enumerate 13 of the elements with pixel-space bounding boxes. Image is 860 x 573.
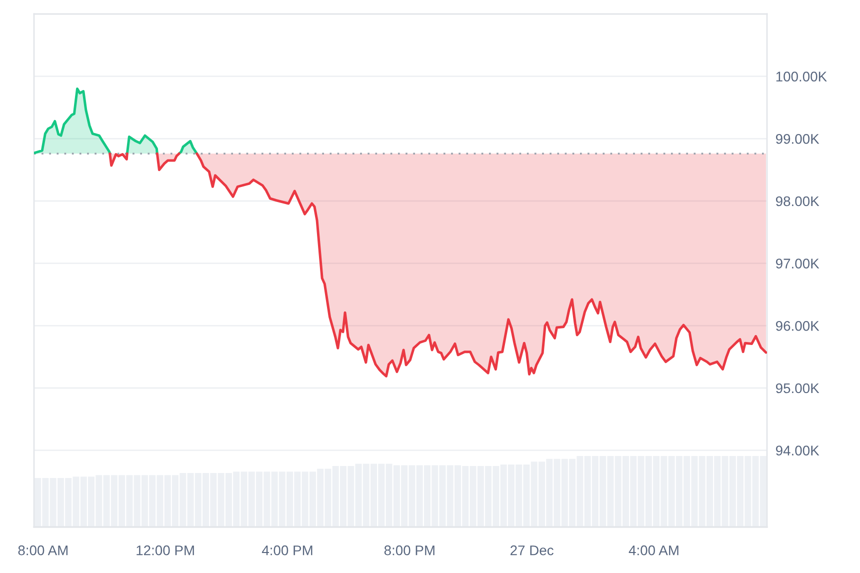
y-tick-label: 97.00K xyxy=(776,258,820,268)
y-tick-label: 100.00K xyxy=(776,72,827,82)
y-tick-label: 98.00K xyxy=(776,196,820,206)
x-tick-label: 8:00 AM xyxy=(18,545,68,556)
x-tick-label: 4:00 PM xyxy=(262,545,312,556)
y-tick-label: 96.00K xyxy=(776,321,820,331)
x-tick-label: 8:00 PM xyxy=(384,545,434,556)
y-tick-label: 99.00K xyxy=(776,134,820,144)
y-tick-label: 94.00K xyxy=(776,446,820,456)
x-tick-label: 4:00 AM xyxy=(628,545,678,556)
x-tick-label: 12:00 PM xyxy=(136,545,194,556)
x-tick-label: 27 Dec xyxy=(510,545,554,556)
y-tick-label: 95.00K xyxy=(776,383,820,394)
